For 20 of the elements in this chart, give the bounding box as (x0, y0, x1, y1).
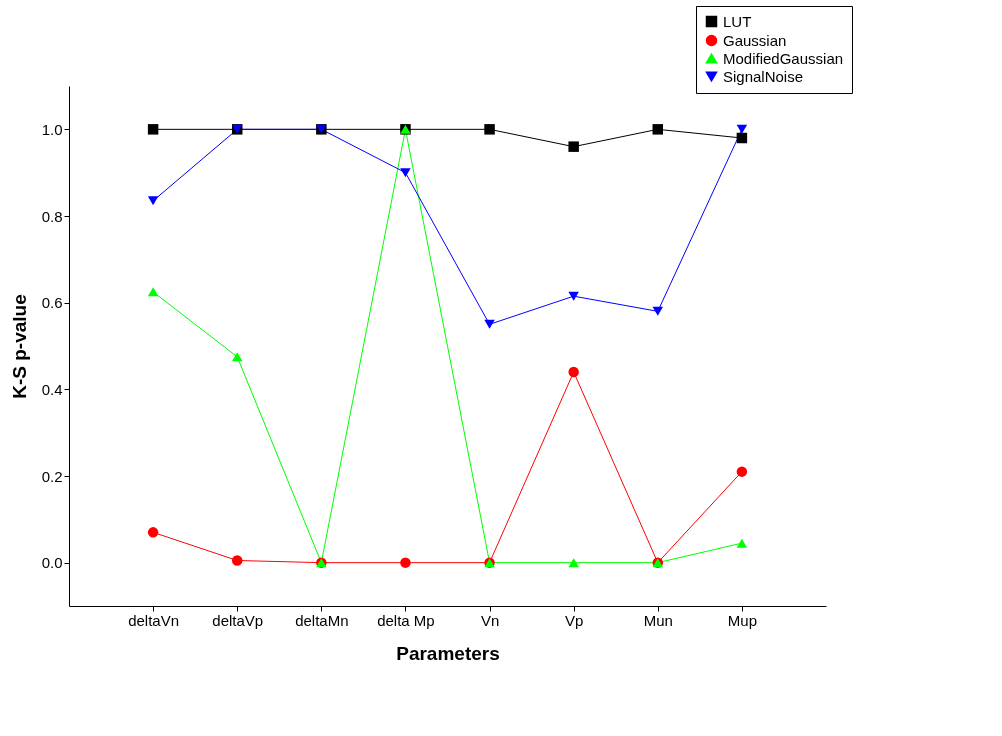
legend-label: LUT (723, 12, 752, 30)
y-tick-label: 0.8 (41, 207, 63, 225)
y-tick-label: 1.0 (41, 120, 63, 138)
legend-label: ModifiedGaussian (723, 49, 844, 67)
x-tick-label: delta Mp (377, 611, 435, 629)
x-tick-label: Vn (480, 611, 500, 629)
x-tick-label: Mup (727, 611, 757, 629)
x-tick-label: deltaVn (128, 611, 180, 629)
y-tick-label: 0.4 (41, 380, 63, 398)
legend-label: Gaussian (723, 31, 787, 49)
x-tick-label: Mun (643, 611, 673, 629)
x-tick-label: deltaVp (212, 611, 264, 629)
legend-label: SignalNoise (723, 67, 804, 85)
x-axis-title: Parameters (396, 642, 500, 664)
x-tick-label: deltaMn (295, 611, 349, 629)
y-tick-label: 0.2 (41, 467, 63, 485)
y-axis-title: K-S p-value (8, 294, 30, 399)
y-tick-label: 0.6 (41, 294, 63, 312)
x-tick-label: Vp (564, 611, 584, 629)
y-tick-label: 0.0 (41, 554, 63, 572)
